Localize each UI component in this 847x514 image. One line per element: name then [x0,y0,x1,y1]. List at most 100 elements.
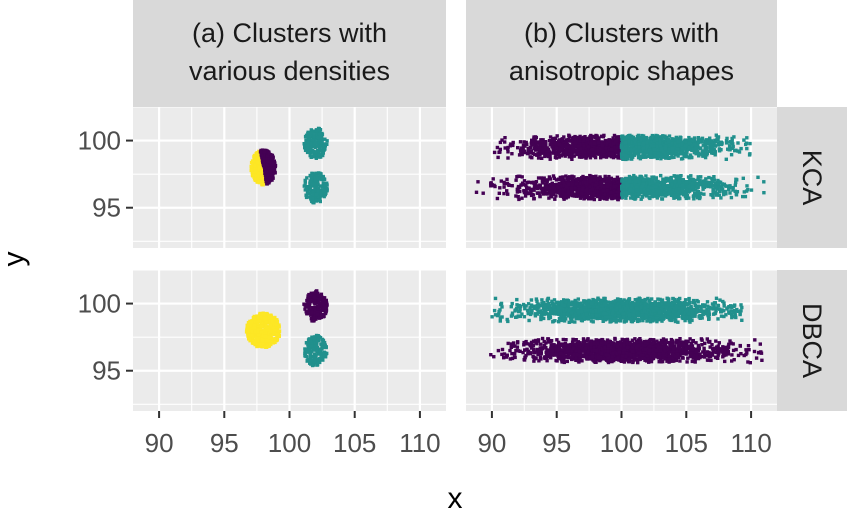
data-point [560,138,564,142]
data-point [270,317,274,321]
data-point [256,322,260,326]
data-point [672,148,676,152]
data-point [556,145,561,149]
data-point [693,178,697,183]
data-point [701,183,705,188]
data-point [674,187,678,192]
data-point [563,181,567,186]
data-point [614,149,618,153]
data-point [261,318,265,322]
data-point [650,133,655,138]
data-point [305,150,310,155]
data-point [688,182,693,187]
data-point [655,140,660,145]
data-point [597,138,601,142]
data-point [558,194,563,198]
data-point [582,196,586,200]
data-point [669,190,673,194]
data-point [255,344,259,349]
data-point [681,189,685,193]
data-point [677,193,681,198]
data-point [581,193,586,197]
data-point [522,179,527,183]
data-point [749,188,754,192]
data-point [574,177,579,182]
data-point [549,140,553,144]
data-point [533,142,537,146]
data-point [532,185,537,189]
data-point [518,140,523,144]
data-point [317,153,321,157]
data-point [590,194,595,198]
data-point [600,146,605,150]
data-point [666,177,670,181]
data-point [645,150,649,155]
data-point [256,330,260,334]
data-point [713,144,717,148]
data-point [724,139,729,143]
data-point [570,190,574,194]
data-point [528,155,532,159]
data-point [670,137,674,141]
data-point [580,176,584,180]
data-point [623,151,628,155]
data-point [259,324,263,328]
data-point [265,178,269,182]
data-point [669,193,674,197]
data-point [653,177,657,181]
data-point [712,148,717,152]
data-point [675,147,680,151]
data-point [309,313,313,317]
data-point [560,181,564,185]
data-point [623,147,627,151]
data-point [593,189,597,193]
data-point [615,137,619,142]
data-point [576,138,580,142]
data-point [704,183,708,187]
data-point [599,134,604,138]
data-point [650,140,654,144]
data-point [547,191,551,195]
data-point [720,187,725,192]
data-point [570,179,575,183]
data-point [717,185,721,189]
data-point [309,148,313,152]
data-point [702,185,707,190]
data-point [314,141,318,145]
data-point [502,185,506,189]
data-point [659,155,664,159]
data-point [596,178,600,182]
data-point [595,135,599,140]
data-point [589,191,593,195]
data-point [651,180,655,185]
data-point [713,150,717,154]
data-point [696,136,701,140]
data-point [544,146,548,150]
data-point [272,159,276,163]
data-point [582,191,586,195]
data-point [564,145,568,149]
data-point [690,177,694,182]
data-point [655,180,660,184]
data-point [713,138,717,143]
data-point [259,154,264,158]
data-point [267,314,271,318]
data-point [320,151,325,155]
data-point [577,151,582,155]
data-point [551,136,555,141]
data-point [261,338,265,343]
data-point [510,184,514,188]
data-point [252,173,256,177]
data-point [658,190,663,194]
data-point [252,175,256,179]
data-point [564,185,569,189]
data-point [719,140,723,144]
data-point [745,146,749,151]
data-point [269,342,273,347]
data-point [698,180,702,185]
data-point [516,146,520,150]
data-point [602,142,606,146]
data-point [609,190,613,195]
data-point [677,187,681,191]
data-point [531,187,535,191]
